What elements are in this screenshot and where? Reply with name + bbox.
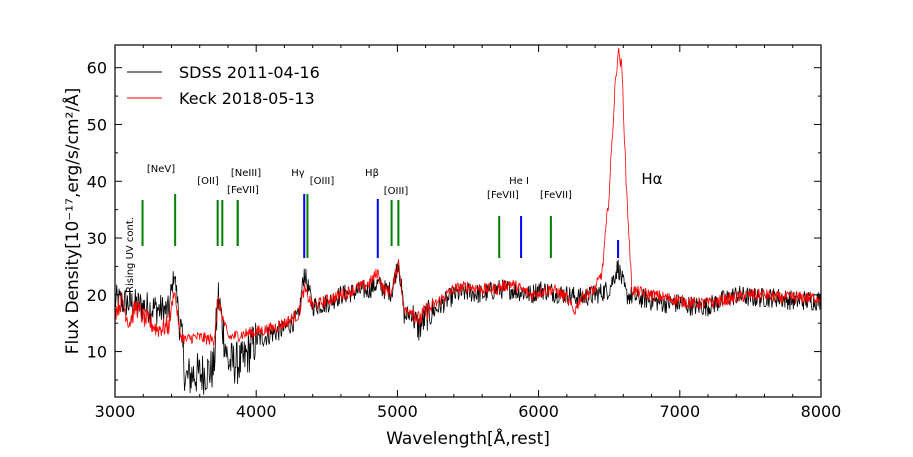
x-tick-label: 4000 [236, 402, 277, 421]
emission-line-label-9: [OIII] [384, 186, 409, 197]
legend-label-sdss: SDSS 2011-04-16 [179, 63, 320, 82]
annotation-layer: Rising UV cont. [NeV] [OII] [NeIII] [FeVII] H… [125, 164, 663, 293]
series-line-1 [115, 48, 821, 347]
halpha-label: Hα [641, 170, 662, 188]
tick-layer: 3000 4000 5000 6000 7000 8000 10 20 30 40 50 60 [87, 45, 842, 421]
x-tick-label: 6000 [518, 402, 559, 421]
y-tick-label: 50 [87, 115, 107, 134]
emission-line-label-4: [NeIII] [231, 168, 261, 179]
x-tick-label: 8000 [801, 402, 842, 421]
series-line-0 [115, 259, 821, 395]
y-tick-label: 20 [87, 286, 107, 305]
x-tick-label: 3000 [95, 402, 136, 421]
legend: SDSS 2011-04-16 Keck 2018-05-13 [127, 63, 320, 108]
legend-label-keck: Keck 2018-05-13 [179, 89, 315, 108]
emission-line-label-11: [FeVII] [487, 190, 519, 201]
emission-line-label-13: [FeVII] [540, 190, 572, 201]
plot-frame [114, 44, 822, 398]
y-tick-label: 10 [87, 343, 107, 362]
emission-line-label-1: [NeV] [147, 164, 175, 175]
emission-line-label-2: [OII] [197, 176, 219, 187]
x-tick-label: 7000 [659, 402, 700, 421]
y-tick-label: 40 [87, 172, 107, 191]
x-axis-title: Wavelength[Å,rest] [386, 427, 550, 449]
emission-line-label-0: Rising UV cont. [125, 217, 136, 293]
y-axis-title: Flux Density[10⁻¹⁷,erg/s/cm²/Å] [61, 88, 83, 355]
emission-line-label-5: [FeVII] [227, 185, 259, 196]
series-layer [115, 48, 821, 395]
y-tick-label: 30 [87, 229, 107, 248]
emission-line-label-6: Hγ [291, 168, 305, 179]
emission-line-label-12: He I [509, 176, 529, 187]
emission-line-label-7: [OIII] [310, 176, 335, 187]
x-tick-label: 5000 [377, 402, 418, 421]
y-tick-label: 60 [87, 59, 107, 78]
emission-line-label-8: Hβ [365, 168, 379, 179]
